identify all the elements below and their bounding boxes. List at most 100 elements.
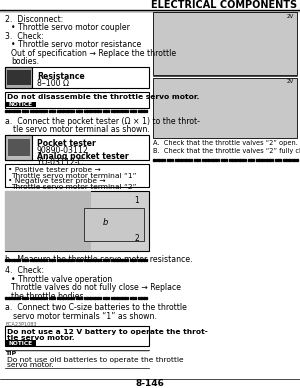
Bar (5, 191, 148, 251)
Bar (239, 159, 241, 161)
Bar (11, 297, 12, 299)
Text: 4.  Check:: 4. Check: (5, 266, 44, 275)
Bar (62, 110, 64, 112)
Bar (51, 297, 53, 299)
Bar (86, 110, 88, 112)
Bar (122, 260, 123, 262)
Bar (269, 159, 271, 161)
Bar (0, 0, 300, 10)
Bar (122, 297, 123, 299)
Text: 2.  Disconnect:: 2. Disconnect: (5, 15, 64, 24)
Bar (277, 159, 279, 161)
Bar (111, 260, 112, 262)
Bar (100, 297, 101, 299)
Bar (73, 297, 74, 299)
Bar (113, 297, 115, 299)
Bar (140, 260, 142, 262)
Bar (130, 297, 131, 299)
Bar (210, 159, 211, 161)
Bar (5, 110, 7, 112)
Bar (84, 297, 85, 299)
Bar (113, 260, 115, 262)
Bar (272, 159, 273, 161)
Bar (51, 110, 53, 112)
Bar (220, 159, 222, 161)
Bar (94, 297, 96, 299)
Bar (218, 159, 219, 161)
Bar (119, 110, 120, 112)
Bar (70, 297, 72, 299)
Bar (274, 159, 276, 161)
Bar (32, 260, 34, 262)
Bar (6, 102, 36, 107)
Text: • Throttle servo motor coupler: • Throttle servo motor coupler (11, 23, 130, 32)
Bar (202, 159, 203, 161)
Bar (127, 297, 128, 299)
Text: • Positive tester probe →: • Positive tester probe → (8, 167, 101, 173)
Bar (113, 110, 115, 112)
Text: Pocket tester: Pocket tester (37, 139, 96, 148)
Bar (19, 110, 20, 112)
Bar (38, 297, 39, 299)
Bar (204, 159, 206, 161)
Bar (81, 297, 82, 299)
Text: b: b (103, 218, 108, 227)
Bar (94, 110, 96, 112)
Bar (132, 297, 134, 299)
Bar (86, 297, 88, 299)
Text: Do not disassemble the throttle servo motor.: Do not disassemble the throttle servo mo… (7, 94, 199, 100)
Text: a.  Connect two C-size batteries to the throttle: a. Connect two C-size batteries to the t… (5, 303, 187, 312)
Bar (180, 159, 182, 161)
Bar (5, 135, 148, 160)
Bar (11, 110, 12, 112)
Bar (135, 297, 136, 299)
Bar (19, 260, 20, 262)
Text: Throttle valves do not fully close → Replace: Throttle valves do not fully close → Rep… (11, 283, 182, 292)
Text: • Throttle servo motor resistance: • Throttle servo motor resistance (11, 40, 142, 49)
Text: tle servo motor.: tle servo motor. (7, 335, 74, 341)
Bar (124, 260, 126, 262)
Text: YU-03112-C: YU-03112-C (37, 158, 83, 167)
Bar (8, 110, 10, 112)
Bar (226, 159, 227, 161)
Bar (51, 260, 53, 262)
Bar (105, 260, 107, 262)
Bar (196, 159, 198, 161)
Bar (84, 260, 85, 262)
Bar (212, 159, 214, 161)
Bar (97, 297, 99, 299)
Bar (5, 135, 32, 160)
Bar (49, 110, 50, 112)
Bar (153, 12, 297, 74)
Bar (57, 110, 58, 112)
Bar (40, 110, 42, 112)
Bar (40, 260, 42, 262)
Bar (68, 260, 69, 262)
Bar (24, 297, 26, 299)
Bar (108, 260, 110, 262)
Bar (188, 159, 190, 161)
Bar (81, 110, 82, 112)
Bar (253, 159, 254, 161)
Bar (68, 297, 69, 299)
Bar (54, 110, 56, 112)
Bar (5, 67, 148, 88)
Bar (68, 110, 69, 112)
Bar (250, 159, 252, 161)
Bar (38, 260, 39, 262)
Bar (132, 260, 134, 262)
Bar (97, 110, 99, 112)
Bar (111, 297, 112, 299)
Bar (280, 159, 281, 161)
Bar (135, 260, 136, 262)
Bar (116, 260, 118, 262)
Bar (78, 110, 80, 112)
Text: Do not use old batteries to operate the throttle: Do not use old batteries to operate the … (7, 357, 184, 362)
Bar (49, 297, 50, 299)
Text: • Throttle valve operation: • Throttle valve operation (11, 275, 113, 284)
Bar (194, 159, 195, 161)
Bar (57, 297, 58, 299)
Bar (35, 297, 37, 299)
Text: servo motor.: servo motor. (7, 362, 54, 368)
Bar (248, 159, 249, 161)
